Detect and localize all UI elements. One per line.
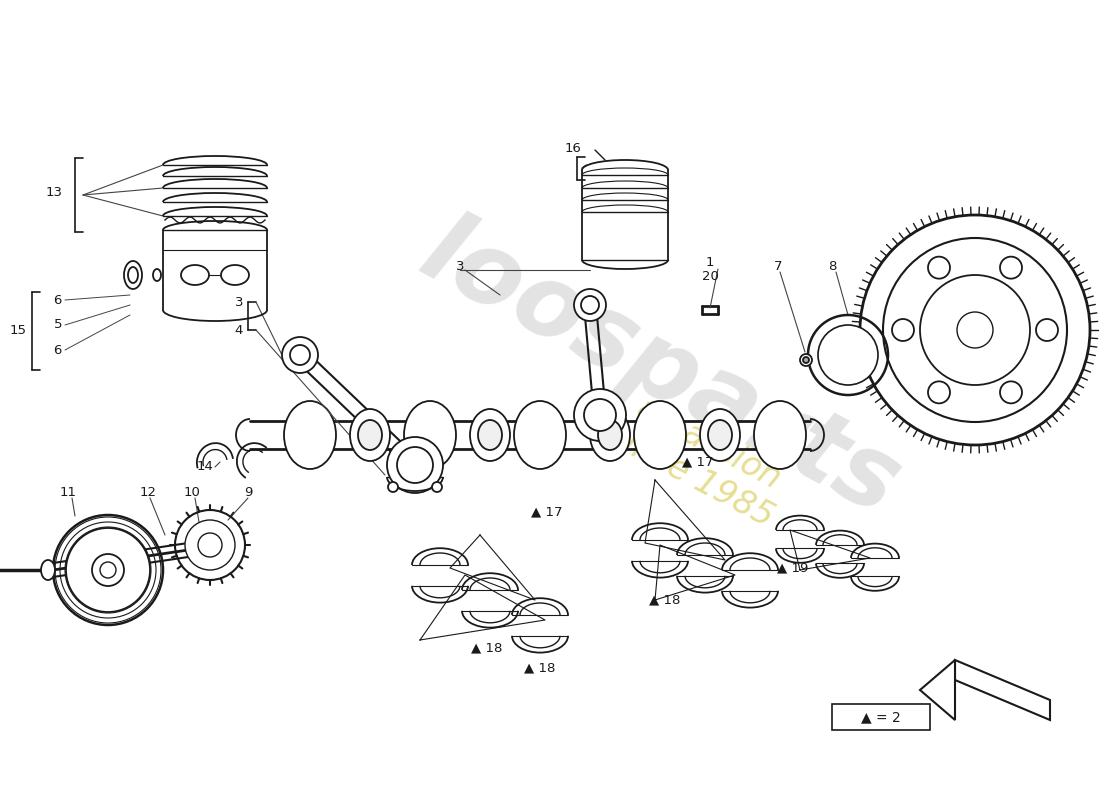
Text: 3: 3 bbox=[455, 261, 464, 274]
Ellipse shape bbox=[350, 409, 390, 461]
Text: ▲ 18: ▲ 18 bbox=[649, 594, 681, 606]
Ellipse shape bbox=[41, 560, 55, 580]
Circle shape bbox=[928, 257, 950, 278]
Circle shape bbox=[892, 319, 914, 341]
Ellipse shape bbox=[470, 409, 510, 461]
Text: 3: 3 bbox=[234, 295, 243, 309]
Ellipse shape bbox=[514, 401, 566, 469]
Circle shape bbox=[584, 399, 616, 431]
Circle shape bbox=[818, 325, 878, 385]
Text: 11: 11 bbox=[59, 486, 77, 499]
Circle shape bbox=[185, 520, 235, 570]
Text: ▲ 18: ▲ 18 bbox=[525, 662, 556, 674]
Circle shape bbox=[290, 345, 310, 365]
Text: ▲ 19: ▲ 19 bbox=[778, 562, 808, 574]
Text: 7: 7 bbox=[773, 261, 782, 274]
Ellipse shape bbox=[221, 265, 249, 285]
Text: ▲ 17: ▲ 17 bbox=[531, 506, 563, 518]
Text: loosparts: loosparts bbox=[405, 203, 915, 537]
FancyBboxPatch shape bbox=[832, 704, 930, 730]
Circle shape bbox=[387, 437, 443, 493]
Circle shape bbox=[581, 296, 600, 314]
Text: 5: 5 bbox=[54, 318, 62, 331]
Ellipse shape bbox=[598, 420, 622, 450]
Circle shape bbox=[1000, 382, 1022, 403]
Circle shape bbox=[957, 312, 993, 348]
Text: ▲ 17: ▲ 17 bbox=[682, 455, 714, 469]
Circle shape bbox=[1036, 319, 1058, 341]
Circle shape bbox=[883, 238, 1067, 422]
Text: 15: 15 bbox=[10, 323, 28, 337]
Circle shape bbox=[574, 289, 606, 321]
Ellipse shape bbox=[124, 261, 142, 289]
Text: 13: 13 bbox=[46, 186, 63, 199]
Ellipse shape bbox=[153, 269, 161, 281]
Text: 6: 6 bbox=[54, 294, 62, 306]
Text: 8: 8 bbox=[828, 261, 836, 274]
Ellipse shape bbox=[478, 420, 502, 450]
Circle shape bbox=[1000, 257, 1022, 278]
Circle shape bbox=[803, 357, 808, 363]
Text: 20: 20 bbox=[702, 270, 718, 282]
Ellipse shape bbox=[700, 409, 740, 461]
Circle shape bbox=[66, 528, 150, 612]
Circle shape bbox=[198, 533, 222, 557]
Polygon shape bbox=[920, 660, 955, 720]
Ellipse shape bbox=[590, 409, 630, 461]
Circle shape bbox=[100, 562, 116, 578]
Text: 9: 9 bbox=[244, 486, 252, 499]
Text: 12: 12 bbox=[140, 486, 156, 499]
Ellipse shape bbox=[708, 420, 732, 450]
Ellipse shape bbox=[404, 401, 456, 469]
Circle shape bbox=[800, 354, 812, 366]
Text: 16: 16 bbox=[564, 142, 582, 154]
Circle shape bbox=[432, 482, 442, 492]
Ellipse shape bbox=[182, 265, 209, 285]
Ellipse shape bbox=[634, 401, 686, 469]
Text: 6: 6 bbox=[54, 343, 62, 357]
Text: ▲ 18: ▲ 18 bbox=[471, 642, 503, 654]
Text: a passion
since 1985: a passion since 1985 bbox=[603, 386, 798, 534]
Text: 4: 4 bbox=[234, 323, 243, 337]
Text: ▲ = 2: ▲ = 2 bbox=[861, 710, 901, 724]
Text: 1: 1 bbox=[706, 255, 714, 269]
Text: 10: 10 bbox=[184, 486, 200, 499]
Ellipse shape bbox=[358, 420, 382, 450]
Ellipse shape bbox=[128, 267, 138, 283]
Polygon shape bbox=[955, 660, 1050, 720]
Ellipse shape bbox=[284, 401, 336, 469]
Circle shape bbox=[397, 447, 433, 483]
Ellipse shape bbox=[754, 401, 806, 469]
Circle shape bbox=[92, 554, 124, 586]
Circle shape bbox=[574, 389, 626, 441]
Circle shape bbox=[388, 482, 398, 492]
Circle shape bbox=[928, 382, 950, 403]
Text: 14: 14 bbox=[196, 461, 213, 474]
Circle shape bbox=[282, 337, 318, 373]
Circle shape bbox=[920, 275, 1030, 385]
